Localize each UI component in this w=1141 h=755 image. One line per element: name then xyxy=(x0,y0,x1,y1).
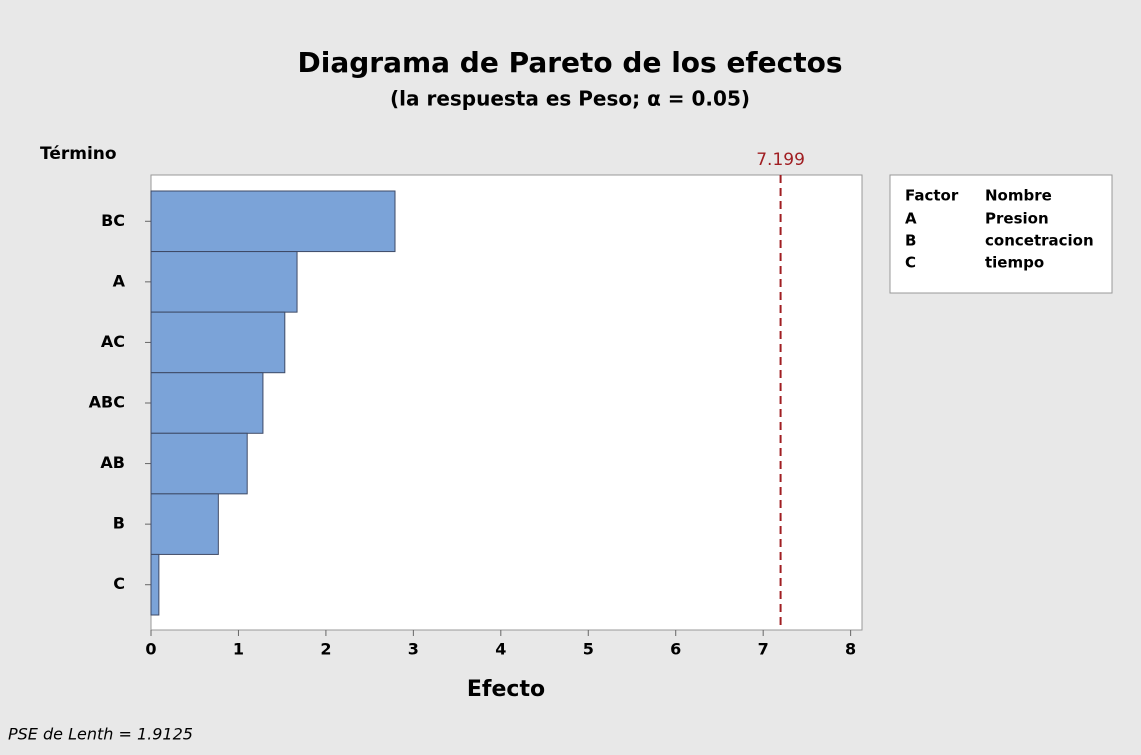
y-tick-label: AC xyxy=(101,332,125,351)
bar xyxy=(150,432,248,495)
bar xyxy=(150,372,264,434)
legend-header: Nombre xyxy=(985,187,1052,205)
y-tick-label: BC xyxy=(101,211,125,230)
legend-cell: A xyxy=(905,210,917,228)
y-tick-label: A xyxy=(113,271,126,290)
bar xyxy=(150,251,298,313)
legend-cell: C xyxy=(905,254,916,272)
x-tick-label: 5 xyxy=(583,640,594,659)
legend-cell: Presion xyxy=(985,210,1049,228)
bar xyxy=(150,311,286,374)
y-tick-label: AB xyxy=(100,453,125,472)
y-tick-label: B xyxy=(113,514,125,533)
x-tick-label: 3 xyxy=(408,640,419,659)
legend-cell: concetracion xyxy=(985,232,1094,250)
x-tick-label: 6 xyxy=(670,640,681,659)
x-tick-label: 2 xyxy=(320,640,331,659)
chart-subtitle: (la respuesta es Peso; α = 0.05) xyxy=(390,87,750,111)
x-tick-label: 4 xyxy=(495,640,506,659)
legend-cell: tiempo xyxy=(985,254,1044,272)
legend-cell: B xyxy=(905,232,916,250)
legend-header: Factor xyxy=(905,187,959,205)
x-tick-label: 7 xyxy=(758,640,769,659)
chart-title: Diagrama de Pareto de los efectos xyxy=(298,46,843,79)
x-tick-label: 8 xyxy=(845,640,856,659)
x-tick-label: 0 xyxy=(145,640,156,659)
y-tick-label: C xyxy=(113,574,125,593)
reference-label: 7.199 xyxy=(756,150,805,170)
y-axis-title: Término xyxy=(40,144,117,164)
legend-box xyxy=(889,174,1113,294)
bar xyxy=(150,553,160,616)
footnote: PSE de Lenth = 1.9125 xyxy=(8,725,193,744)
bar xyxy=(150,493,219,555)
y-tick-label: ABC xyxy=(89,393,125,412)
x-tick-label: 1 xyxy=(233,640,244,659)
x-axis-title: Efecto xyxy=(467,677,545,702)
bar xyxy=(150,190,396,253)
